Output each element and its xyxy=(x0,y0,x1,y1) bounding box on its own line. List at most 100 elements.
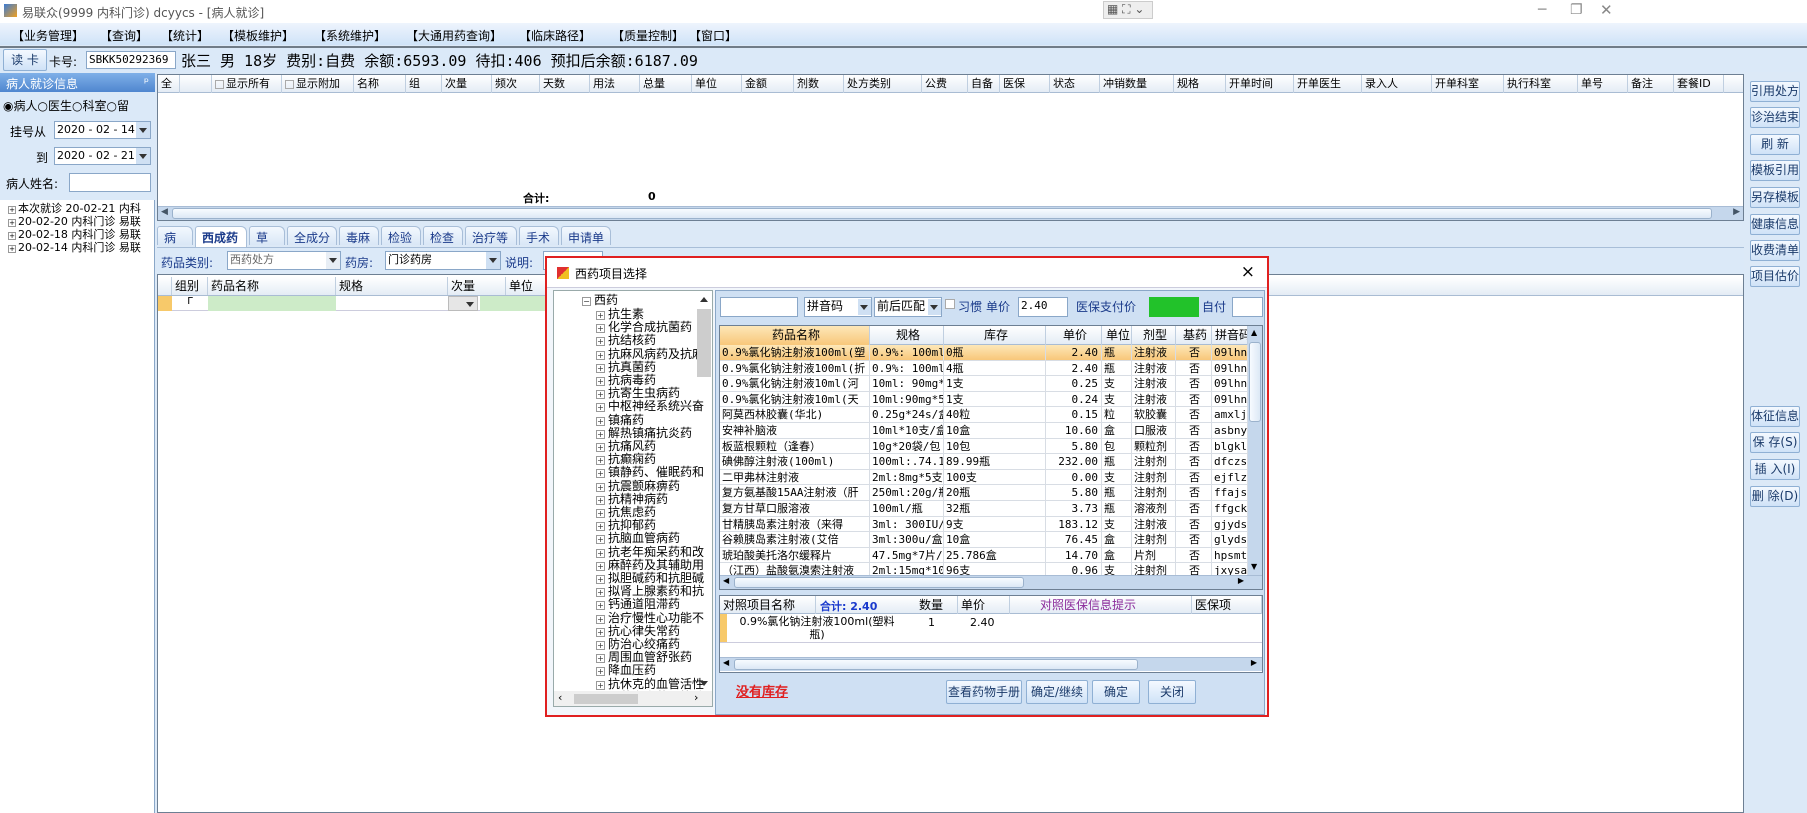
tab-2[interactable]: 草药 xyxy=(249,226,285,262)
tab-9[interactable]: 申请单 xyxy=(561,226,611,245)
column-header[interactable]: 药品名称 xyxy=(208,277,336,295)
column-header[interactable]: 规格 xyxy=(1174,75,1226,93)
visit-item[interactable]: + 本次就诊 20-02-21 内科 xyxy=(8,202,141,215)
expand-icon[interactable]: + xyxy=(596,350,605,360)
tab-5[interactable]: 检验 xyxy=(381,226,421,245)
tree-horizontal-scrollbar[interactable]: ‹ › xyxy=(554,691,712,706)
tree-vertical-scrollbar[interactable] xyxy=(697,309,711,377)
pharmacy-select[interactable]: 门诊药房 xyxy=(385,251,501,270)
date-to-picker[interactable]: 2020 - 02 - 21 xyxy=(54,147,151,165)
column-header[interactable]: 数量 xyxy=(916,596,958,614)
code-type-select[interactable]: 拼音码 xyxy=(804,297,872,317)
drug-row[interactable]: 0.9%氯化钠注射液100ml(塑 0.9%: 100ml/0瓶 2.40 瓶注射液否… xyxy=(720,345,1248,361)
tree-node[interactable]: + 抗真菌药 xyxy=(596,360,656,374)
scroll-right-icon[interactable]: ▶ xyxy=(1733,207,1740,217)
tree-node[interactable]: + 抗麻风病药及抗麻 xyxy=(596,347,704,361)
expand-icon[interactable]: + xyxy=(596,575,605,584)
tree-node[interactable]: + 解热镇痛抗炎药 xyxy=(596,426,692,440)
expand-icon[interactable]: + xyxy=(596,680,605,690)
expand-icon[interactable]: + xyxy=(596,495,605,505)
layout-toolbar[interactable]: ▦ ⛶ ⌄ xyxy=(1103,1,1153,19)
tree-node[interactable]: + 周围血管舒张药 xyxy=(596,651,692,664)
column-header[interactable]: 开单医生 xyxy=(1294,75,1362,93)
column-header[interactable]: 开单时间 xyxy=(1226,75,1294,93)
horizontal-scrollbar[interactable]: ◀ ▶ xyxy=(720,575,1262,589)
expand-icon[interactable]: + xyxy=(596,390,605,400)
tree-node[interactable]: + 抗结核药 xyxy=(596,334,656,347)
scroll-thumb[interactable] xyxy=(172,208,1712,219)
habit-checkbox[interactable] xyxy=(945,299,955,309)
column-header[interactable]: 次量 xyxy=(442,75,492,93)
close-icon[interactable]: ✕ xyxy=(1600,1,1613,19)
expand-icon[interactable]: + xyxy=(596,443,605,452)
column-header[interactable]: 规格 xyxy=(336,277,448,295)
menu-item[interactable]: 【质量控制】 xyxy=(612,29,685,43)
tree-node[interactable]: + 拟胆碱药和抗胆碱 xyxy=(596,572,704,585)
column-header[interactable]: 医保项 xyxy=(1192,596,1262,614)
column-header[interactable]: 自备 xyxy=(968,75,1000,93)
card-number-input[interactable]: SBKK50292369 xyxy=(86,51,176,69)
radio-patient[interactable]: ◉病人 xyxy=(3,99,38,113)
expand-icon[interactable]: + xyxy=(596,588,605,598)
collapse-icon[interactable]: − xyxy=(582,297,591,306)
tree-root[interactable]: − 西药 xyxy=(582,294,618,307)
column-header[interactable]: 公费 xyxy=(922,75,968,93)
expand-icon[interactable]: + xyxy=(596,337,605,347)
pin-icon[interactable]: ᵖ xyxy=(143,75,149,89)
column-header[interactable]: 显示附加 xyxy=(282,75,354,93)
column-header[interactable] xyxy=(180,75,212,93)
tree-node[interactable]: + 钙通道阻滞药 xyxy=(596,598,680,611)
tab-3[interactable]: 全成分 xyxy=(287,226,337,245)
tree-node[interactable]: + 抗抑郁药 xyxy=(596,519,656,532)
tree-node[interactable]: + 抗脑血管病药 xyxy=(596,532,680,545)
dropdown-icon[interactable] xyxy=(858,299,871,315)
scroll-thumb[interactable] xyxy=(574,694,638,704)
expand-icon[interactable]: + xyxy=(596,614,605,624)
column-header[interactable]: 拼音码 xyxy=(1212,326,1248,345)
expand-icon[interactable]: + xyxy=(596,561,605,571)
column-header[interactable]: 次量 xyxy=(448,277,506,295)
drug-search-input[interactable] xyxy=(720,297,798,317)
drug-row[interactable]: 安神补脑液 10ml*10支/盒 10盒 10.60 盒口服液否 asbny xyxy=(720,423,1248,439)
dropdown-icon[interactable] xyxy=(136,122,150,138)
expand-icon[interactable]: + xyxy=(596,654,605,664)
scroll-left-icon[interactable]: ◀ xyxy=(723,576,730,585)
scroll-right-icon[interactable]: › xyxy=(694,691,699,704)
column-header[interactable]: 名称 xyxy=(354,75,406,93)
column-header[interactable]: 对照项目名称 xyxy=(720,596,816,614)
expand-icon[interactable]: + xyxy=(596,403,605,413)
scroll-up-icon[interactable]: ▲ xyxy=(1251,328,1258,337)
column-header[interactable]: 执行科室 xyxy=(1504,75,1578,93)
drug-type-select[interactable]: 西药处方 xyxy=(227,251,341,270)
tree-node[interactable]: + 抗焦虑药 xyxy=(596,506,656,519)
column-header[interactable]: 单位 xyxy=(1102,326,1132,345)
scroll-left-icon[interactable]: ‹ xyxy=(558,691,563,704)
tab-1[interactable]: 西成药 xyxy=(195,226,247,247)
expand-icon[interactable]: + xyxy=(596,601,605,611)
drug-name-cell[interactable] xyxy=(208,296,336,311)
action-button[interactable]: 模板引用 xyxy=(1750,160,1800,181)
horizontal-scrollbar[interactable]: ◀ ▶ xyxy=(720,657,1262,671)
expand-icon[interactable]: + xyxy=(596,482,605,492)
column-header[interactable]: 套餐ID xyxy=(1674,75,1724,93)
close-icon[interactable]: × xyxy=(1240,262,1255,282)
tree-node[interactable]: + 拟肾上腺素药和抗 xyxy=(596,585,704,598)
tree-node[interactable]: + 防治心绞痛药 xyxy=(596,638,680,651)
menu-item[interactable]: 【临床路径】 xyxy=(519,29,592,43)
dropdown-icon[interactable] xyxy=(486,252,500,269)
scroll-thumb[interactable] xyxy=(734,577,1024,588)
column-header[interactable]: 天数 xyxy=(540,75,590,93)
action-button[interactable]: 引用处方 xyxy=(1750,81,1800,102)
expand-icon[interactable]: + xyxy=(8,219,16,227)
column-header[interactable]: 冲销数量 xyxy=(1100,75,1174,93)
column-header[interactable]: 单价 xyxy=(1046,326,1102,345)
column-header[interactable]: 显示所有 xyxy=(212,75,282,93)
self-pay-input[interactable] xyxy=(1232,297,1263,317)
horizontal-scrollbar[interactable]: ◀ ▶ xyxy=(158,206,1743,220)
column-header[interactable]: 单号 xyxy=(1578,75,1628,93)
tree-node[interactable]: + 抗震颤麻痹药 xyxy=(596,479,680,493)
expand-icon[interactable]: + xyxy=(596,535,605,545)
